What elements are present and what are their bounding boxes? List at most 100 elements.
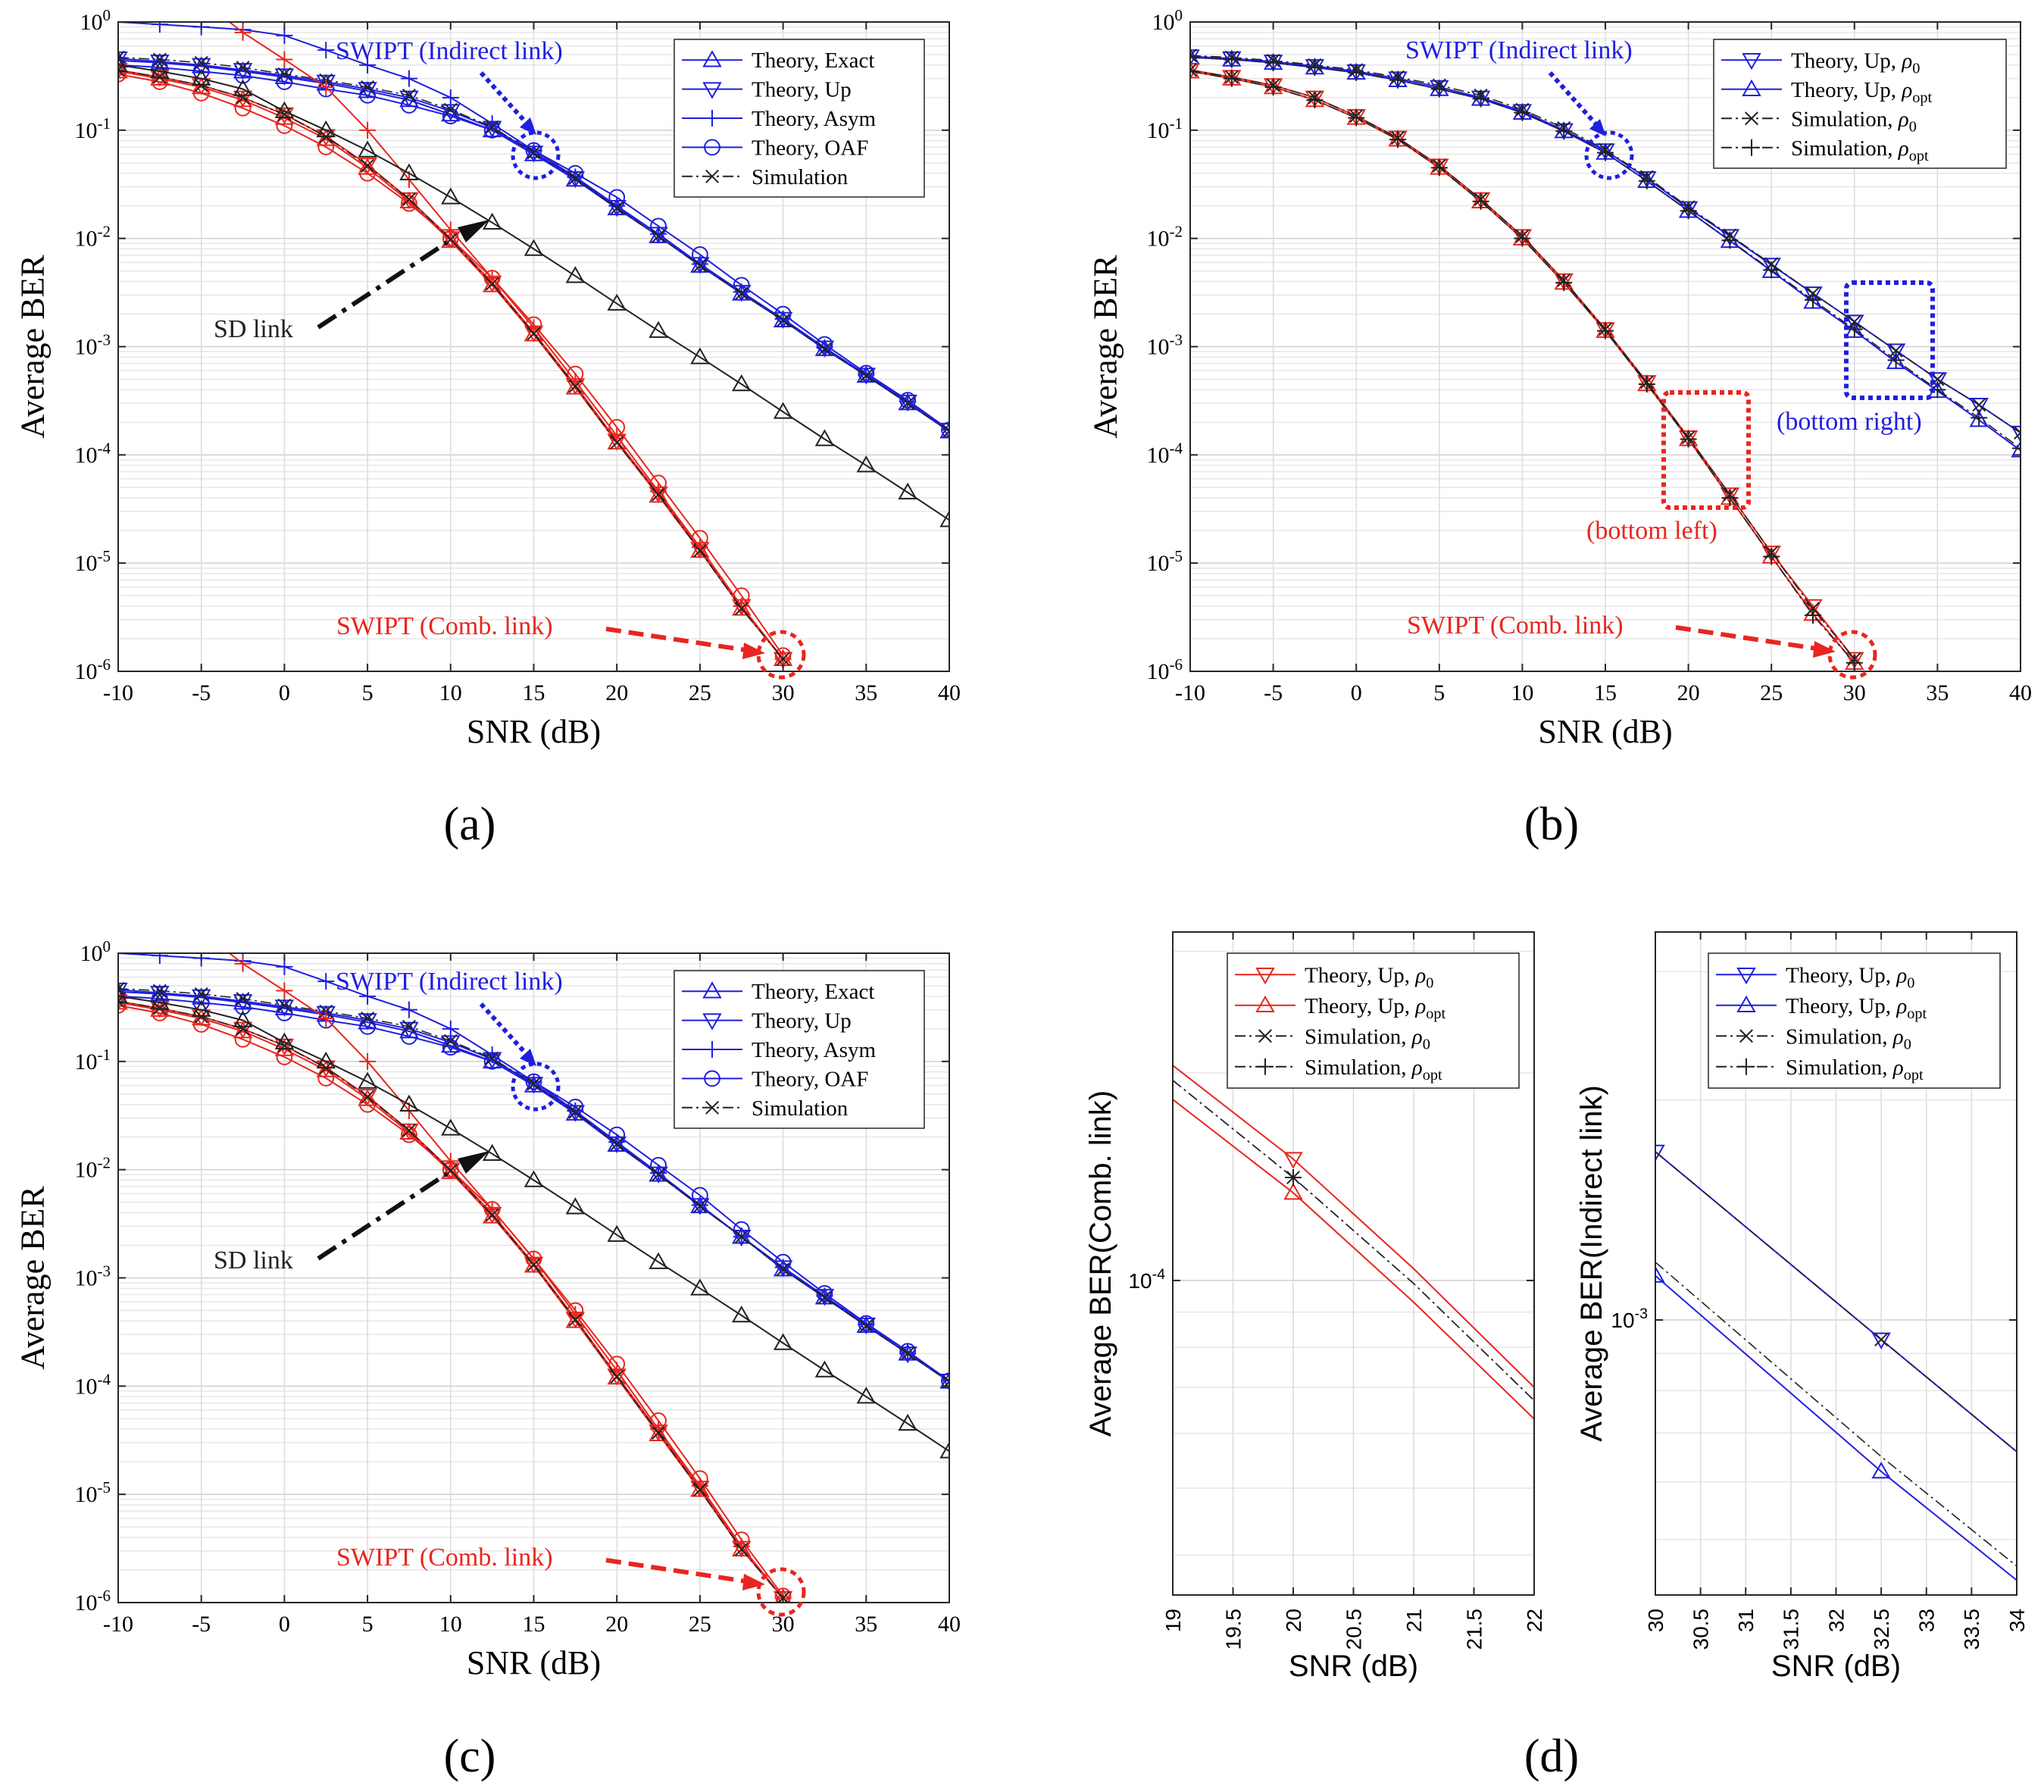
y-tick-label: 10-3 bbox=[1611, 1306, 1648, 1332]
legend-entry-label: Theory, Up, ρopt bbox=[1786, 994, 1927, 1022]
data-point bbox=[1555, 274, 1573, 292]
data-point bbox=[776, 1262, 790, 1277]
x-tick-label: 22 bbox=[1523, 1609, 1546, 1632]
data-point bbox=[359, 1052, 377, 1070]
data-point bbox=[361, 1090, 375, 1104]
data-point bbox=[317, 1009, 335, 1027]
data-point bbox=[1969, 398, 1989, 415]
data-point bbox=[610, 436, 624, 450]
data-point bbox=[650, 1412, 667, 1429]
data-point bbox=[527, 327, 541, 341]
annotation-comb-b: SWIPT (Comb. link) bbox=[1407, 611, 1624, 640]
data-point bbox=[316, 1051, 336, 1069]
arrowhead-sd-a bbox=[458, 220, 489, 242]
x-tick-label: 10 bbox=[1511, 680, 1533, 705]
x-axis-label: SNR (dB) bbox=[1289, 1650, 1418, 1683]
panel-label-a: (a) bbox=[444, 799, 496, 850]
data-point bbox=[652, 1168, 666, 1182]
data-point bbox=[816, 336, 833, 353]
legend-marker bbox=[1736, 968, 1756, 985]
data-point bbox=[567, 365, 584, 383]
series-group bbox=[118, 953, 949, 1603]
legend-box bbox=[1713, 39, 2007, 169]
y-tick-label: 10-2 bbox=[75, 223, 111, 252]
x-tick-label: 25 bbox=[1760, 680, 1783, 705]
x-tick-label: 20.5 bbox=[1342, 1609, 1365, 1650]
x-tick-label: 32.5 bbox=[1870, 1609, 1893, 1650]
data-point bbox=[274, 999, 295, 1017]
annotation-bottom-left-b: (bottom left) bbox=[1586, 517, 1717, 545]
y-tick-label: 10-4 bbox=[1147, 439, 1183, 468]
data-point bbox=[776, 313, 790, 327]
data-point bbox=[274, 1038, 295, 1055]
arrow-indirect-b bbox=[1548, 71, 1602, 130]
data-point bbox=[814, 429, 835, 446]
data-point bbox=[1389, 131, 1406, 149]
annotations-a: SWIPT (Indirect link) SD link SWIPT (Com… bbox=[214, 37, 563, 640]
panel-label-c: (c) bbox=[444, 1731, 496, 1782]
data-point bbox=[2011, 425, 2021, 443]
legend-marker bbox=[704, 110, 720, 127]
series-line-sim-rhoopt bbox=[1173, 1080, 1534, 1401]
highlight-indirect-c bbox=[511, 1062, 561, 1112]
data-point bbox=[443, 1034, 458, 1048]
data-point bbox=[859, 368, 874, 383]
data-point bbox=[1223, 51, 1240, 68]
data-point bbox=[650, 474, 667, 492]
data-point bbox=[1285, 1169, 1302, 1187]
data-point bbox=[483, 1201, 501, 1218]
annotation-bottom-right-b: (bottom right) bbox=[1777, 408, 1922, 436]
y-tick-label: 100 bbox=[80, 6, 111, 35]
data-point bbox=[441, 1118, 461, 1136]
data-point bbox=[236, 992, 250, 1005]
data-point bbox=[692, 246, 708, 263]
data-point bbox=[1680, 430, 1697, 448]
data-point bbox=[856, 1387, 877, 1404]
y-tick-label: 10-6 bbox=[75, 1587, 111, 1615]
legend-marker bbox=[1736, 995, 1756, 1012]
data-point bbox=[607, 1224, 627, 1242]
data-point bbox=[317, 78, 335, 95]
data-point bbox=[690, 1278, 710, 1296]
data-point bbox=[399, 1094, 419, 1112]
data-point bbox=[565, 1197, 586, 1215]
data-point bbox=[277, 67, 292, 81]
zoom-box-bottom-left bbox=[1661, 390, 1751, 510]
data-point bbox=[358, 1013, 377, 1030]
data-point bbox=[152, 984, 167, 998]
data-point bbox=[276, 982, 293, 999]
x-tick-label: 0 bbox=[279, 680, 290, 705]
legend-marker bbox=[704, 139, 720, 156]
data-point bbox=[608, 418, 626, 436]
legend: Theory, Exact Theory, Up Theory, Asym Theor… bbox=[674, 970, 925, 1129]
x-tick-label: -10 bbox=[103, 1612, 133, 1637]
data-point bbox=[150, 993, 170, 1010]
data-point bbox=[1886, 343, 1906, 361]
series-line-comb-exact bbox=[118, 70, 784, 660]
series-line-comb-simulation bbox=[118, 1000, 784, 1599]
data-point bbox=[899, 1343, 917, 1360]
data-point bbox=[692, 1483, 707, 1497]
y-tick-label: 10-3 bbox=[1147, 331, 1183, 360]
x-tick-label: 10 bbox=[439, 1612, 462, 1637]
data-point bbox=[277, 998, 292, 1012]
data-point bbox=[359, 56, 377, 73]
y-tick-label: 10-4 bbox=[75, 439, 111, 468]
data-point bbox=[151, 22, 168, 33]
chart-d-left: 19 19.5 20 20.5 21 21.5 22 10-4 SNR (dB) Average … bbox=[1084, 931, 1546, 1683]
data-point bbox=[692, 258, 707, 273]
data-point bbox=[236, 90, 250, 105]
x-tick-label: 20 bbox=[1677, 680, 1700, 705]
data-point bbox=[525, 1073, 542, 1090]
data-point bbox=[485, 1208, 499, 1222]
data-point bbox=[1472, 90, 1489, 108]
x-tick-label: 35 bbox=[855, 680, 877, 705]
data-point bbox=[774, 305, 792, 323]
data-point bbox=[1190, 48, 1197, 63]
data-point bbox=[939, 1374, 949, 1391]
x-tick-label: 35 bbox=[855, 1612, 877, 1637]
chart-b: -10 -5 0 5 10 15 20 25 30 35 40 100 10-1 10-2 10-3 10-4… bbox=[1086, 6, 2032, 750]
data-point bbox=[234, 99, 252, 117]
y-axis-label: Average BER bbox=[1086, 255, 1124, 439]
